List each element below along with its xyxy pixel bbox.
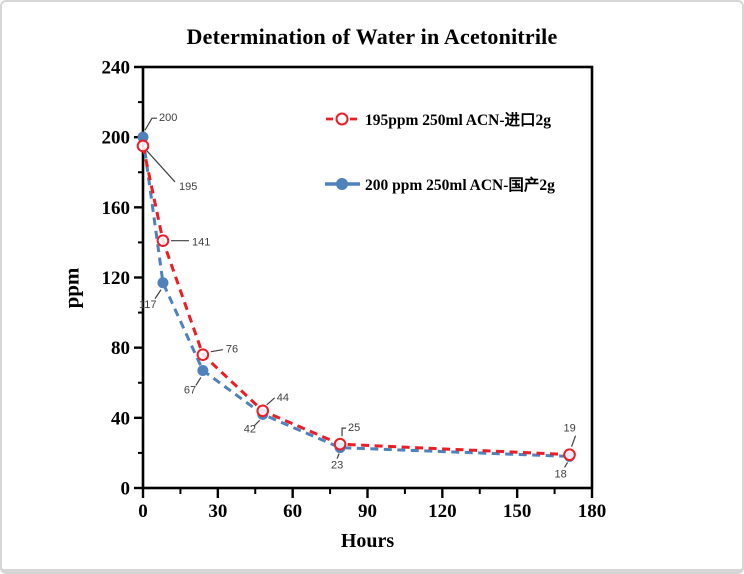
data-point-marker-blue — [137, 131, 149, 143]
data-point-marker-blue — [197, 364, 209, 376]
leader-line — [341, 427, 347, 437]
leader-line — [253, 419, 261, 427]
data-point-label: 42 — [244, 423, 256, 435]
legend-marker-blue — [336, 178, 348, 190]
leader-line — [154, 289, 162, 300]
x-tick-label: 60 — [283, 501, 302, 522]
data-point-marker-red — [333, 437, 347, 451]
x-axis-title: Hours — [340, 530, 395, 552]
x-tick-label: 0 — [138, 501, 148, 522]
data-point-label: 117 — [139, 299, 157, 311]
series-line-1 — [141, 136, 570, 458]
y-tick-label: 40 — [111, 408, 130, 429]
data-point-marker-red — [136, 139, 150, 153]
x-tick-label: 90 — [358, 501, 377, 522]
data-point-label: 195 — [179, 181, 197, 193]
data-point-marker-red — [563, 448, 576, 461]
y-tick-label: 80 — [111, 338, 130, 359]
data-point-label: 18 — [555, 468, 567, 480]
y-tick-label: 240 — [102, 58, 131, 79]
data-point-label: 67 — [184, 384, 196, 396]
data-point-marker-red — [156, 234, 170, 247]
x-tick-label: 150 — [503, 501, 532, 522]
data-point-label: 76 — [226, 344, 238, 356]
x-tick-label: 30 — [208, 501, 227, 522]
data-point-label: 23 — [331, 460, 343, 472]
data-point-label: 141 — [192, 237, 210, 249]
legend-marker-red — [335, 112, 349, 126]
data-point-label: 200 — [159, 112, 177, 124]
x-tick-label: 120 — [428, 501, 457, 522]
y-tick-label: 120 — [102, 268, 131, 289]
axis-frame — [141, 65, 594, 490]
leader-line — [570, 435, 577, 447]
y-tick-label: 200 — [102, 128, 131, 149]
leader-line — [144, 117, 157, 131]
leader-line — [336, 453, 340, 459]
leader-line — [266, 397, 276, 406]
y-tick-label: 0 — [121, 479, 131, 500]
data-point-marker-blue — [157, 277, 169, 289]
x-tick-label: 180 — [578, 501, 607, 522]
data-point-label: 19 — [564, 423, 576, 435]
data-point-marker-red — [196, 348, 210, 361]
series-line-0 — [141, 145, 570, 457]
leader-line — [195, 377, 202, 386]
data-point-label: 25 — [348, 422, 360, 434]
leader-line — [564, 462, 569, 468]
legend-label-0: 195ppm 250ml ACN-进口2g — [365, 111, 551, 129]
legend-label-1: 200 ppm 250ml ACN-国产2g — [365, 175, 555, 194]
data-point-marker-red — [256, 404, 270, 418]
y-tick-label: 160 — [102, 198, 131, 219]
leader-line — [210, 349, 223, 353]
data-point-label: 44 — [277, 392, 289, 404]
leader-line — [146, 150, 176, 183]
chart-title: Determination of Water in Acetonitrile — [186, 24, 558, 49]
